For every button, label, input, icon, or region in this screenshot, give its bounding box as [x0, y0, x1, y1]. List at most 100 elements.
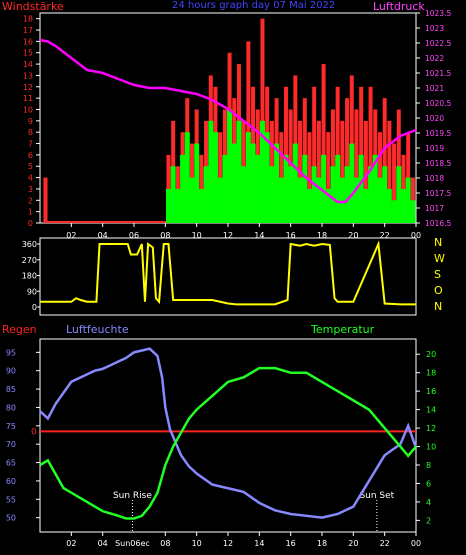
- wind-y-tick-label: 4: [28, 174, 33, 183]
- wind-mean-bar: [335, 154, 341, 223]
- humidity-x-axis: 02 04 08 10 12 14 16 18 20 22 00: [66, 532, 421, 548]
- wind-mean-bar: [278, 177, 284, 223]
- wind-mean-bar: [391, 200, 397, 223]
- wind-y-tick-label: 14: [23, 60, 33, 69]
- wind-y-tick-label: 7: [28, 140, 33, 149]
- temperature-y-tick-label: 14: [426, 406, 436, 415]
- wind-mean-bar: [222, 154, 228, 223]
- wind-y-tick-label: 6: [28, 151, 33, 160]
- pressure-y-tick-label: 1023.5: [425, 9, 451, 18]
- direction-compass-label: N: [434, 300, 442, 313]
- wind-mean-bar: [377, 177, 383, 223]
- wind-y-tick-label: 10: [23, 105, 33, 114]
- pressure-y-tick-label: 1022.5: [425, 39, 451, 48]
- wind-mean-bar: [382, 166, 388, 223]
- direction-compass-label: W: [434, 252, 445, 265]
- pressure-line: [39, 38, 417, 204]
- wind-mean-bar: [325, 188, 331, 223]
- rain-label: Regen: [2, 323, 37, 336]
- humidity-x-tick-label: 22: [380, 539, 390, 548]
- wind-x-tick-label: 08: [160, 231, 170, 240]
- humidity-y-axis: 50 55 60 65 70 75 80 85 90 95: [6, 348, 40, 523]
- temperature-y-tick-label: 8: [426, 461, 431, 470]
- pressure-y-tick-label: 1022: [425, 54, 444, 63]
- pressure-y-tick-label: 1021.5: [425, 69, 451, 78]
- wind-mean-bar: [321, 154, 327, 223]
- pressure-y-tick-label: 1017.5: [425, 189, 451, 198]
- direction-compass-label: O: [434, 284, 443, 297]
- wind-y-tick-label: 17: [23, 26, 33, 35]
- wind-mean-bar: [330, 166, 336, 223]
- wind-mean-bar: [311, 166, 317, 223]
- sunrise-label: Sun Rise: [113, 491, 152, 501]
- wind-mean-bar: [236, 120, 242, 223]
- wind-mean-bar: [264, 132, 270, 223]
- wind-mean-bar: [245, 132, 251, 223]
- humidity-y-tick-label: 85: [6, 385, 16, 394]
- wind-mean-bar: [344, 166, 350, 223]
- temperature-y-tick-label: 2: [426, 516, 431, 525]
- temperature-y-axis: 2 4 6 8 10 12 14 16 18 20: [416, 350, 436, 525]
- humidity-x-tick-label: 08: [160, 539, 170, 548]
- wind-gust-bar: [246, 41, 251, 223]
- humidity-y-tick-label: 55: [6, 495, 16, 504]
- wind-mean-bar: [250, 143, 256, 223]
- humidity-x-tick-label: 14: [254, 539, 264, 548]
- pressure-y-tick-label: 1018.5: [425, 159, 451, 168]
- wind-mean-bar: [212, 132, 218, 223]
- wind-gust-bar: [354, 109, 359, 223]
- wind-mean-bar: [170, 166, 176, 223]
- direction-y-axis: 0 90 180 270 360: [22, 240, 40, 312]
- wind-y-tick-label: 16: [23, 37, 33, 46]
- wind-mean-bar: [292, 143, 298, 223]
- pressure-right-label: Luftdruck: [373, 0, 425, 13]
- wind-mean-bar: [353, 177, 359, 223]
- wind-mean-bar: [269, 166, 275, 223]
- wind-mean-bar: [410, 200, 416, 223]
- wind-gust-bar: [307, 132, 312, 223]
- wind-mean-bar: [316, 177, 322, 223]
- wind-mean-bar: [288, 166, 294, 223]
- wind-gust-bar: [326, 132, 331, 223]
- direction-y-tick-label: 360: [22, 240, 37, 249]
- wind-mean-bar: [231, 143, 237, 223]
- wind-mean-bar: [368, 166, 374, 223]
- wind-gust-bar: [368, 86, 373, 223]
- humidity-line: [39, 347, 418, 519]
- humidity-label: Luftfeuchte: [66, 323, 129, 336]
- humidity-y-tick-label: 50: [6, 514, 16, 523]
- wind-mean-bar: [372, 154, 378, 223]
- wind-mean-bar: [405, 177, 411, 223]
- wind-mean-bar: [274, 143, 280, 223]
- wind-gust-bar: [387, 120, 392, 223]
- temperature-line: [39, 366, 417, 520]
- humidity-temperature-panel: Regen Luftfeuchte Temperatur 50556065707…: [2, 323, 436, 548]
- wind-gust-bar: [382, 98, 387, 223]
- humidity-x-tick-label: 16: [286, 539, 296, 548]
- wind-gust-bar: [43, 177, 48, 223]
- chart-title: 24 hours graph day 07 Mai 2022: [172, 0, 335, 11]
- pressure-y-tick-label: 1020: [425, 114, 444, 123]
- wind-x-tick-label: 22: [380, 231, 390, 240]
- wind-gust-bar: [321, 64, 326, 223]
- wind-y-tick-label: 15: [23, 49, 33, 58]
- pressure-y-tick-label: 1019: [425, 144, 444, 153]
- wind-mean-bar: [189, 177, 195, 223]
- wind-y-tick-label: 1: [28, 208, 33, 217]
- wind-y-tick-label: 8: [28, 128, 33, 137]
- temperature-y-tick-label: 4: [426, 498, 431, 507]
- direction-panel-frame: [39, 237, 417, 316]
- pressure-y-tick-label: 1018: [425, 174, 444, 183]
- humidity-x-tick-label: 04: [98, 539, 108, 548]
- humidity-x-tick-label: 18: [317, 539, 327, 548]
- wind-x-tick-label: 20: [348, 231, 358, 240]
- pressure-y-tick-label: 1019.5: [425, 129, 451, 138]
- humidity-x-tick-label: 20: [348, 539, 358, 548]
- wind-mean-bar: [165, 188, 171, 223]
- wind-x-tick-label: 16: [286, 231, 296, 240]
- humidity-y-tick-label: 65: [6, 459, 16, 468]
- wind-x-tick-label: 00: [411, 231, 421, 240]
- humidity-y-tick-label: 80: [6, 403, 16, 412]
- direction-y-tick-label: 180: [22, 272, 37, 281]
